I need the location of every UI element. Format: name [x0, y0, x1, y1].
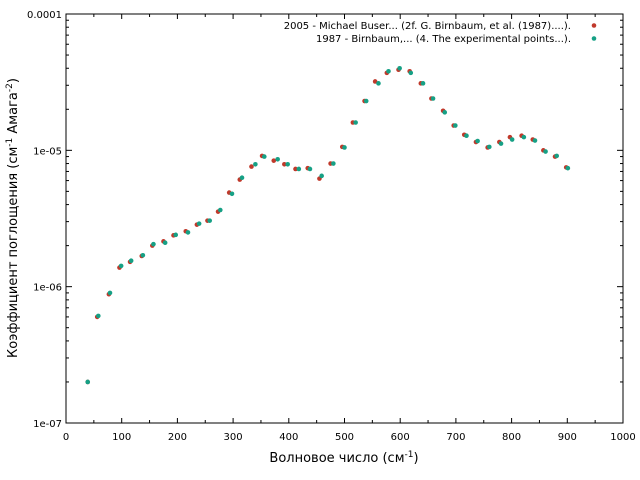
y-axis-label: Коэффициент поглощения (см-1 Амага-2): [5, 78, 21, 358]
data-point-series-1: [372, 79, 378, 84]
data-point-series-2: [140, 252, 146, 258]
data-point-series-2: [453, 123, 458, 128]
data-point-series-1: [249, 164, 254, 169]
data-point-series-2: [408, 70, 414, 76]
data-point-series-2: [376, 81, 381, 86]
data-points: [85, 65, 571, 385]
legend-marker-series-2: [591, 36, 597, 41]
data-point-series-2: [239, 175, 245, 180]
legend-label-series-1: 2005 - Michael Buser... (2f. G. Birnbaum…: [284, 21, 571, 32]
data-point-series-2: [253, 161, 258, 167]
x-tick-label: 900: [558, 432, 577, 443]
data-point-series-2: [464, 133, 469, 139]
data-point-series-2: [207, 218, 213, 223]
data-point-series-2: [173, 232, 179, 238]
data-point-series-2: [487, 144, 492, 150]
data-point-series-2: [420, 81, 426, 86]
data-point-series-2: [543, 149, 548, 154]
x-tick-label: 500: [335, 432, 354, 443]
data-point-series-1: [293, 166, 298, 172]
y-tick-label: 1e-06: [33, 283, 62, 294]
x-tick-label: 100: [112, 432, 131, 443]
legend: 2005 - Michael Buser... (2f. G. Birnbaum…: [284, 21, 597, 45]
data-point-series-2: [532, 138, 538, 143]
x-tick-label: 0: [63, 432, 69, 443]
data-point-series-2: [331, 161, 336, 166]
data-point-series-2: [342, 145, 347, 150]
data-point-series-2: [363, 98, 369, 104]
data-point-series-2: [151, 241, 156, 247]
data-point-series-2: [397, 65, 402, 71]
data-point-series-2: [353, 120, 358, 125]
data-point-series-2: [442, 110, 448, 115]
legend-marker-series-1: [591, 23, 597, 28]
data-point-series-2: [386, 68, 391, 74]
data-point-series-2: [85, 379, 91, 385]
data-point-series-2: [217, 207, 223, 213]
data-point-series-2: [196, 221, 202, 226]
data-point-series-1: [271, 158, 277, 163]
data-point-series-2: [296, 166, 302, 172]
data-point-series-2: [521, 134, 527, 140]
x-tick-label: 400: [279, 432, 298, 443]
data-point-series-2: [128, 258, 134, 264]
axis-ticks: 0 100 200 300 400 500 600 700 800 900 1000 1e-07 1e-…: [27, 10, 636, 443]
data-point-series-2: [162, 240, 168, 246]
data-point-series-2: [319, 173, 324, 179]
data-point-series-1: [282, 161, 287, 167]
plot-frame: [65, 13, 624, 424]
data-point-series-2: [229, 191, 235, 197]
data-point-series-2: [498, 141, 504, 146]
x-tick-label: 300: [224, 432, 243, 443]
data-point-series-2: [307, 166, 313, 172]
y-tick-label: 1e-07: [33, 419, 62, 430]
x-tick-label: 600: [391, 432, 410, 443]
y-tick-label: 0.0001: [27, 10, 62, 21]
x-tick-label: 800: [502, 432, 521, 443]
data-point-series-2: [96, 313, 101, 319]
data-point-series-2: [118, 263, 124, 269]
x-tick-label: 1000: [610, 432, 635, 443]
data-point-series-2: [285, 161, 290, 167]
data-point-series-2: [565, 165, 571, 171]
data-point-series-2: [275, 156, 280, 162]
data-point-series-2: [185, 230, 191, 235]
data-point-series-2: [475, 138, 480, 144]
data-point-series-2: [261, 154, 267, 159]
data-point-series-2: [430, 96, 436, 101]
data-point-series-2: [509, 137, 515, 142]
x-tick-label: 700: [446, 432, 465, 443]
x-axis-label: Волновое число (см-1): [269, 450, 418, 466]
data-point-series-2: [554, 153, 560, 159]
x-tick-label: 200: [168, 432, 187, 443]
data-point-series-2: [107, 290, 113, 296]
y-tick-label: 1e-05: [33, 146, 62, 157]
legend-label-series-2: 1987 - Birnbaum,... (4. The experimental…: [316, 34, 571, 45]
